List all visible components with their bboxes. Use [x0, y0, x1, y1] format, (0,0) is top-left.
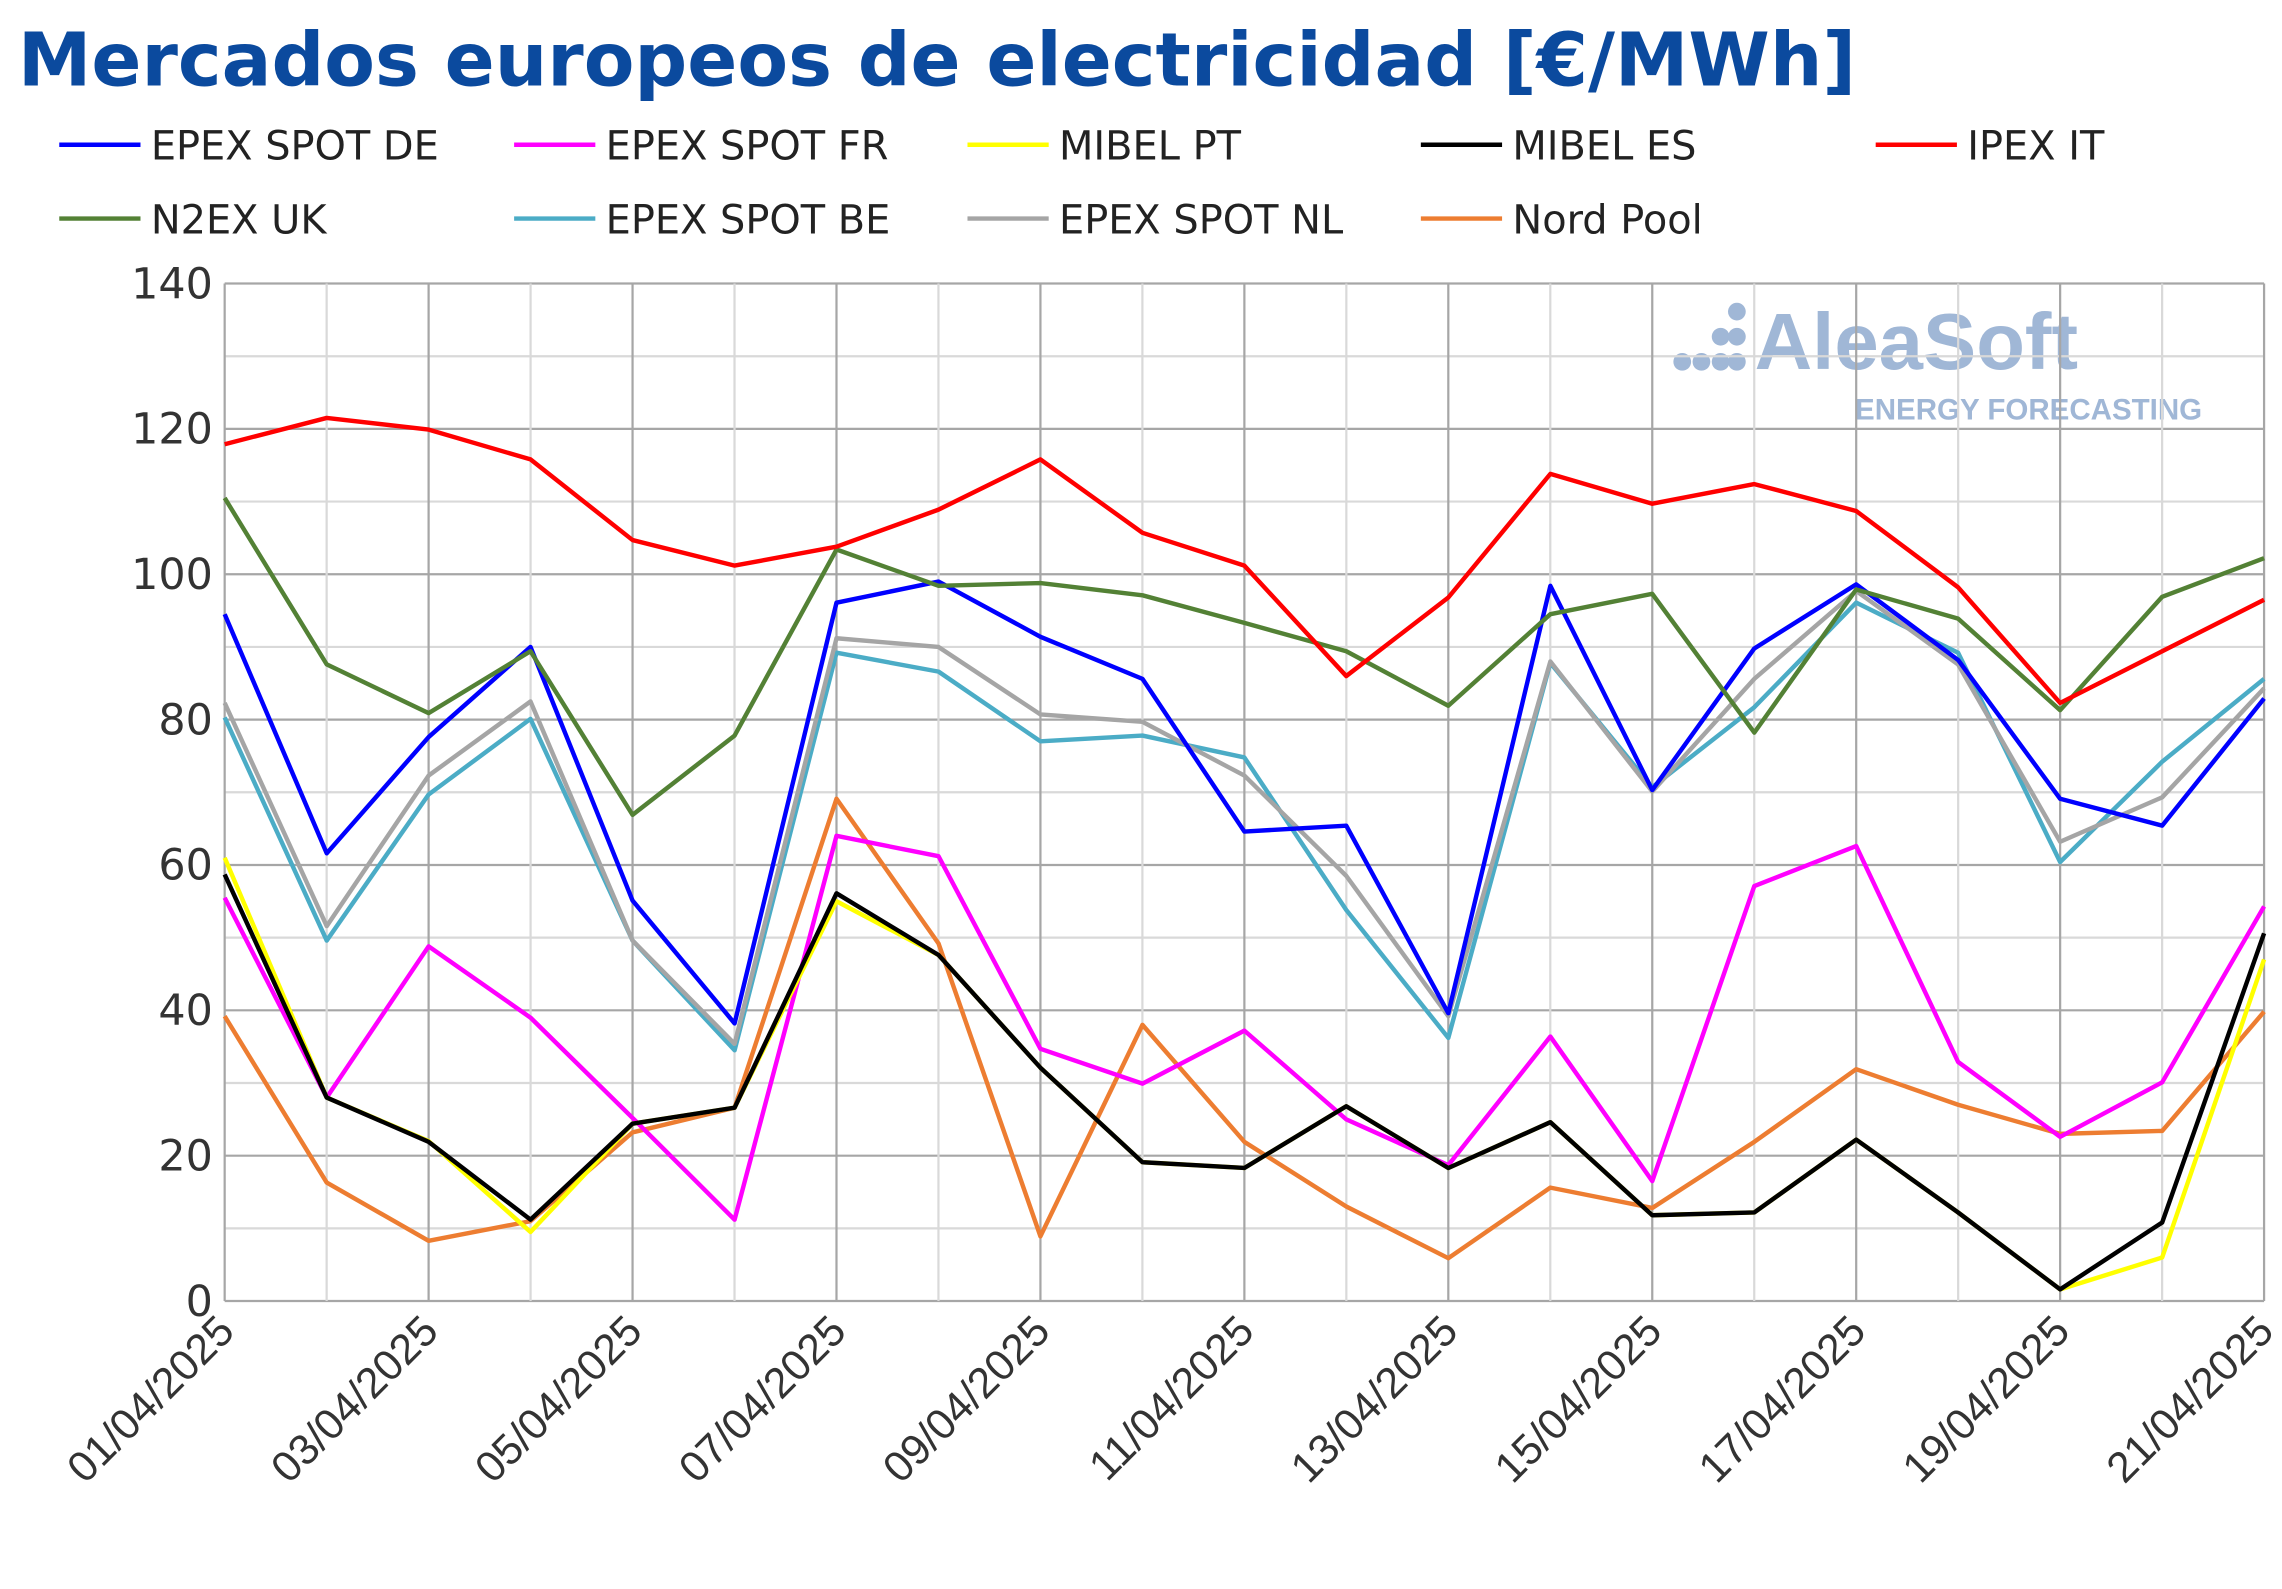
y-tick-label: 120 [131, 405, 213, 455]
logo-tagline: ENERGY FORECASTING [1855, 393, 2202, 426]
series-line-epex-spot-fr [222, 833, 2266, 1222]
x-tick-label: 19/04/2025 [1894, 1307, 2079, 1492]
legend-item: EPEX SPOT DE [59, 123, 439, 169]
series-line-ipex-it [224, 415, 2266, 706]
aleasoft-logo: AleaSoft ENERGY FORECASTING [1673, 297, 2202, 426]
series-line-n2ex-uk [222, 496, 2265, 818]
legend-item: N2EX UK [59, 197, 327, 243]
y-tick-label: 80 [158, 695, 212, 745]
legend-label: IPEX IT [1967, 123, 2105, 169]
series-line-nord-pool [222, 796, 2266, 1261]
y-tick-label: 0 [186, 1277, 213, 1327]
series-line-epex-spot-de [222, 579, 2266, 1026]
y-tick-label: 140 [131, 259, 213, 309]
legend-label: MIBEL ES [1512, 123, 1696, 169]
logo-dots-icon [1673, 302, 1746, 371]
legend-item: Nord Pool [1420, 197, 1703, 243]
x-tick-label: 05/04/2025 [466, 1307, 651, 1492]
legend-item: EPEX SPOT FR [514, 123, 888, 169]
x-tick-label: 11/04/2025 [1080, 1307, 1263, 1490]
x-tick-label: 15/04/2025 [1486, 1307, 1671, 1492]
grid [223, 282, 2266, 1303]
legend-item: EPEX SPOT NL [967, 197, 1343, 243]
legend-item: MIBEL PT [967, 123, 1242, 169]
x-tick-label: 01/04/2025 [58, 1307, 243, 1492]
x-tick-label: 09/04/2025 [874, 1307, 1059, 1492]
legend-label: EPEX SPOT BE [606, 197, 891, 243]
series-line-epex-spot-nl [222, 588, 2266, 1046]
x-tick-label: 13/04/2025 [1282, 1307, 1467, 1492]
series-line-mibel-es [222, 873, 2267, 1292]
x-tick-label: 07/04/2025 [670, 1307, 855, 1492]
x-tick-label: 17/04/2025 [1690, 1307, 1875, 1492]
x-tick-label: 03/04/2025 [262, 1307, 447, 1492]
legend-label: EPEX SPOT NL [1059, 197, 1343, 243]
y-tick-label: 40 [158, 986, 212, 1036]
y-axis: 0 20 40 60 80 100 120 140 [131, 259, 213, 1326]
legend-label: N2EX UK [151, 197, 328, 243]
legend-label: MIBEL PT [1059, 123, 1242, 169]
series-lines [222, 415, 2267, 1292]
legend-item: IPEX IT [1875, 123, 2105, 169]
x-axis: 01/04/2025 03/04/2025 05/04/2025 07/04/2025… [58, 1307, 2282, 1492]
y-tick-label: 20 [158, 1131, 212, 1181]
y-tick-label: 60 [158, 841, 212, 891]
legend-label: EPEX SPOT FR [606, 123, 889, 169]
x-tick-label: 21/04/2025 [2098, 1307, 2282, 1492]
legend-item: EPEX SPOT BE [514, 197, 890, 243]
legend: EPEX SPOT DE EPEX SPOT FR MIBEL PT MIBEL ES… [59, 123, 2105, 243]
chart-title: Mercados europeos de electricidad [€/MWh… [18, 18, 1856, 104]
logo-text: AleaSoft [1755, 297, 2078, 386]
y-tick-label: 100 [131, 550, 213, 600]
legend-label: EPEX SPOT DE [151, 123, 439, 169]
legend-label: Nord Pool [1512, 197, 1702, 243]
legend-item: MIBEL ES [1420, 123, 1696, 169]
